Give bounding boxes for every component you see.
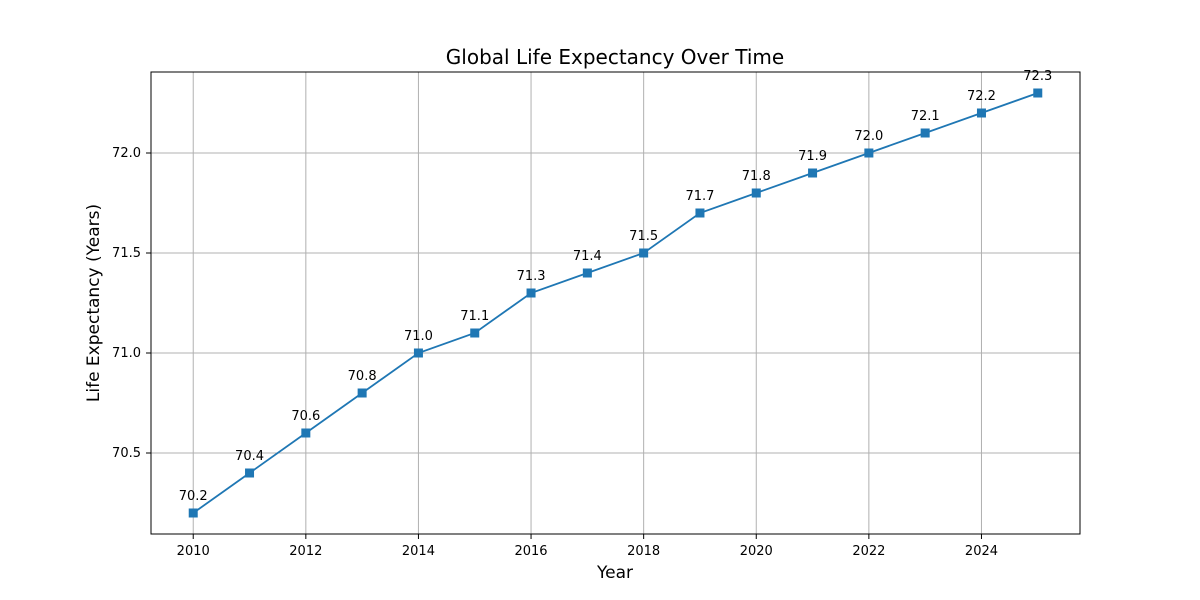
axes-layer: [146, 71, 1081, 539]
y-tick-label: 71.5: [112, 246, 141, 261]
x-axis-label: Year: [596, 563, 633, 583]
data-label: 70.8: [348, 369, 377, 384]
series-line: [192, 92, 1039, 514]
data-point-2015: [470, 328, 480, 338]
plot-frame: [150, 71, 1081, 535]
data-label-layer: 70.2 70.4 70.6 70.8 71.0 71.1 71.3 71.4 71.5 71.7…: [179, 69, 1052, 504]
series-line-layer: [192, 92, 1039, 514]
data-point-2021: [808, 168, 818, 178]
x-tick-label: 2022: [852, 544, 885, 559]
series-marker-layer: [188, 88, 1043, 518]
y-tick-label: 70.5: [112, 446, 141, 461]
data-label: 71.3: [517, 269, 546, 284]
tick-label-layer: 2010 2012 2014 2016 2018 2020 2022 2024 70.5 71.0…: [112, 146, 998, 559]
plot-background: [151, 72, 1080, 534]
x-tick-label: 2020: [740, 544, 773, 559]
x-tick-label: 2014: [402, 544, 435, 559]
data-point-2020: [751, 188, 761, 198]
grid-layer: [151, 72, 1080, 534]
data-point-2023: [920, 128, 930, 138]
data-label: 72.1: [911, 109, 940, 124]
chart-title: Global Life Expectancy Over Time: [446, 45, 784, 69]
x-tick-label: 2012: [289, 544, 322, 559]
data-point-2019: [695, 208, 705, 218]
data-label: 70.2: [179, 489, 208, 504]
data-point-2010: [188, 508, 198, 518]
data-label: 71.7: [685, 189, 714, 204]
data-point-2014: [413, 348, 423, 358]
data-point-2024: [976, 108, 986, 118]
x-tick-label: 2024: [965, 544, 998, 559]
x-tick-label: 2018: [627, 544, 660, 559]
data-label: 70.4: [235, 449, 264, 464]
data-label: 71.8: [742, 169, 771, 184]
data-label: 71.1: [460, 309, 489, 324]
data-label: 72.3: [1023, 69, 1052, 84]
data-label: 71.0: [404, 329, 433, 344]
y-tick-label: 71.0: [112, 346, 141, 361]
data-point-2011: [245, 468, 255, 478]
data-label: 72.2: [967, 89, 996, 104]
y-axis-label: Life Expectancy (Years): [84, 204, 104, 402]
data-label: 72.0: [854, 129, 883, 144]
data-point-2017: [582, 268, 592, 278]
plot-area: [151, 72, 1080, 534]
data-label: 71.5: [629, 229, 658, 244]
y-tick-label: 72.0: [112, 146, 141, 161]
data-label: 70.6: [291, 409, 320, 424]
x-tick-label: 2016: [514, 544, 547, 559]
data-label: 71.4: [573, 249, 602, 264]
data-point-2018: [639, 248, 649, 258]
data-point-2022: [864, 148, 874, 158]
data-point-2013: [357, 388, 367, 398]
data-label: 71.9: [798, 149, 827, 164]
data-point-2016: [526, 288, 536, 298]
x-tick-label: 2010: [177, 544, 210, 559]
data-point-2025: [1033, 88, 1043, 98]
data-point-2012: [301, 428, 311, 438]
